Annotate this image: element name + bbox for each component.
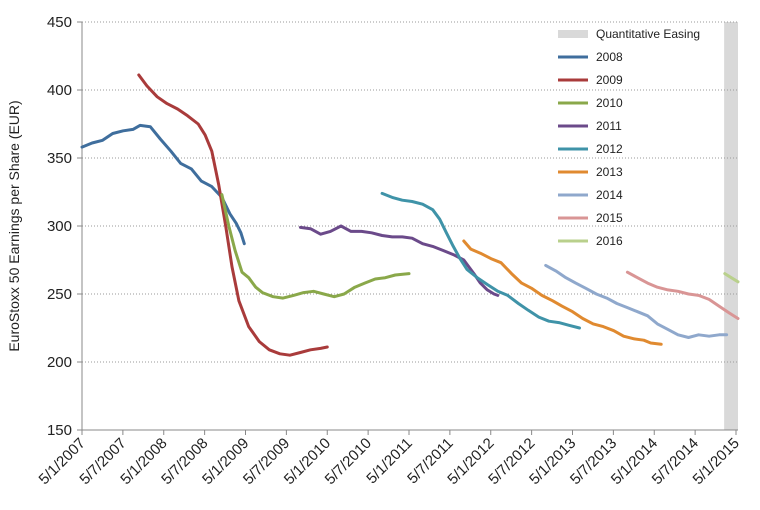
legend-label-2014: 2014 [596,188,623,202]
y-tick-label: 350 [47,150,72,167]
y-tick-label: 400 [47,82,72,99]
legend-label-2016: 2016 [596,234,623,248]
y-tick-label: 200 [47,354,72,371]
gridlines [82,21,738,363]
qe-band [724,22,738,430]
legend: Quantitative Easing 2008 2009 2010 2011 2012 2… [558,27,700,248]
series-line-2011 [298,224,500,297]
quantitative-easing-region [724,22,738,430]
y-tick-label: 300 [47,218,72,235]
series-line-2012 [380,191,581,330]
y-tick-labels: 150 200 250 300 350 400 450 [47,14,82,439]
legend-swatch-quantitative-easing [558,30,588,38]
series-line-2008 [80,123,246,246]
legend-label-2008: 2008 [596,50,623,64]
legend-label-2010: 2010 [596,96,623,110]
legend-label-2013: 2013 [596,165,623,179]
series-lines [80,73,740,357]
legend-label-2009: 2009 [596,73,623,87]
legend-label-2011: 2011 [596,119,622,133]
series-line-2015 [625,270,740,320]
series-line-2009 [137,73,329,357]
series-line-2014 [544,263,729,339]
legend-label-2012: 2012 [596,142,623,156]
series-line-2016 [723,272,740,284]
legend-label-quantitative-easing: Quantitative Easing [596,27,700,41]
series-line-2010 [220,193,411,300]
legend-label-2015: 2015 [596,211,623,225]
y-tick-label: 250 [47,286,72,303]
y-tick-label: 150 [47,422,72,439]
x-tick-labels: 5/1/20075/7/20075/1/20085/7/20085/1/2009… [36,430,743,488]
y-axis-label: EuroStoxx 50 Earnings per Share (EUR) [6,100,22,351]
series-line-2013 [462,239,663,346]
y-tick-label: 450 [47,14,72,31]
